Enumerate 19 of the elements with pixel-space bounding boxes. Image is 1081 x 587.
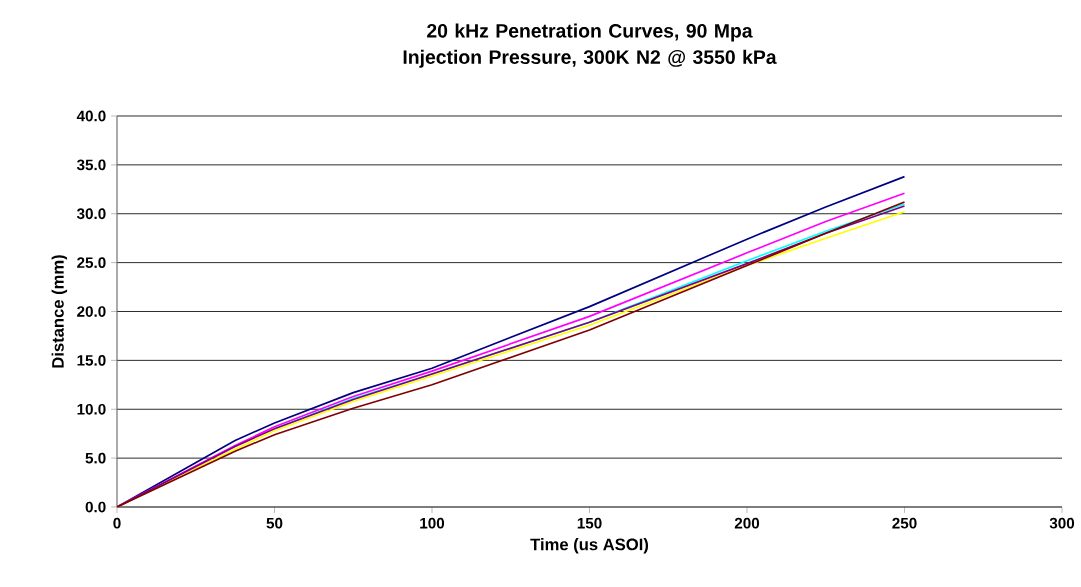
y-tick-label: 30.0 <box>76 208 106 220</box>
x-axis-title: Time (us ASOI) <box>530 538 649 554</box>
x-tick-label: 200 <box>734 517 760 529</box>
x-tick-label: 300 <box>1049 517 1075 529</box>
y-tick-label: 40.0 <box>76 110 106 122</box>
x-tick-label: 0 <box>113 517 121 529</box>
y-axis-title: Distance (mm) <box>51 255 68 368</box>
y-tick-label: 10.0 <box>77 403 106 415</box>
x-tick-label: 100 <box>420 517 445 529</box>
x-tick-label: 150 <box>577 517 602 529</box>
x-tick-label: 50 <box>266 517 283 529</box>
y-tick-label: 5.0 <box>85 452 106 464</box>
y-tick-label: 20.0 <box>77 306 106 317</box>
y-tick-label: 25.0 <box>77 257 106 269</box>
x-tick-label: 250 <box>892 517 917 529</box>
chart-title: 20 kHz Penetration Curves, 90 Mpa Injection Pressure, 300K N2 @ 3550 kPa <box>403 23 777 68</box>
y-tick-label: 35.0 <box>76 159 106 171</box>
y-tick-label: 15.0 <box>77 355 106 366</box>
y-tick-label: 0.0 <box>85 501 106 513</box>
